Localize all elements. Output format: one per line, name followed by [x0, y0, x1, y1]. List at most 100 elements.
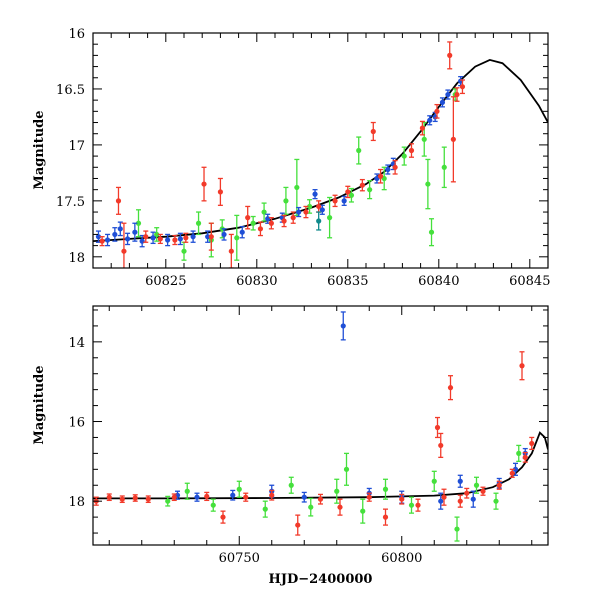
data-point-green: [428, 218, 435, 247]
data-point-blue: [221, 228, 227, 241]
marker: [327, 215, 333, 221]
x-tick-label: 60840: [418, 274, 459, 289]
marker: [341, 198, 347, 204]
marker: [441, 494, 447, 500]
marker: [290, 215, 296, 221]
marker: [516, 450, 522, 456]
data-point-green: [401, 146, 407, 166]
series-red: [93, 351, 535, 536]
marker: [172, 237, 178, 243]
data-point-blue: [296, 206, 302, 218]
marker: [427, 117, 433, 123]
data-point-red: [377, 168, 384, 184]
marker: [117, 226, 123, 232]
data-point-blue: [194, 492, 200, 502]
data-point-red: [496, 480, 502, 490]
marker: [171, 494, 177, 500]
data-point-red: [145, 495, 151, 504]
data-point-blue: [385, 164, 391, 175]
marker: [194, 494, 200, 500]
data-point-blue: [132, 222, 138, 242]
marker: [473, 482, 480, 488]
marker: [154, 231, 160, 238]
marker: [401, 153, 407, 159]
data-point-red: [419, 120, 426, 136]
marker: [454, 526, 460, 532]
marker: [441, 164, 447, 170]
data-point-green: [334, 478, 340, 504]
marker: [428, 229, 435, 235]
data-point-blue: [190, 230, 196, 243]
top-panel: 60825 60830 60835 60840 60845 16 16.5 17 17.5 18 M…: [32, 27, 550, 289]
data-point-green: [306, 199, 313, 214]
data-point-green: [308, 497, 314, 517]
x-tick-label: 60825: [145, 274, 186, 289]
marker: [143, 234, 149, 240]
data-point-red: [415, 498, 421, 512]
marker: [459, 84, 466, 90]
y-tick-label: 16: [68, 27, 85, 42]
marker: [457, 498, 463, 504]
marker: [425, 181, 431, 187]
data-point-red: [464, 487, 470, 499]
marker: [220, 514, 226, 520]
marker: [512, 466, 519, 472]
data-point-red: [317, 493, 324, 505]
data-point-red: [447, 41, 453, 70]
marker: [470, 496, 476, 502]
marker: [345, 189, 351, 195]
data-point-red: [204, 491, 210, 502]
data-point-red: [171, 493, 177, 502]
data-point-red: [438, 432, 444, 459]
series-blue: [174, 311, 528, 510]
marker: [519, 363, 525, 369]
data-point-blue: [439, 97, 446, 108]
marker: [301, 494, 307, 500]
data-point-green: [367, 180, 373, 200]
y-tick-label: 18: [68, 251, 85, 266]
plot-area: [93, 41, 548, 268]
data-point-red: [459, 79, 466, 95]
marker: [119, 496, 125, 502]
marker: [385, 166, 391, 173]
data-point-green: [343, 452, 350, 486]
data-point-red: [119, 495, 125, 504]
data-point-red: [208, 222, 214, 251]
series-blue: [95, 75, 464, 248]
marker: [250, 220, 256, 226]
marker: [265, 216, 271, 222]
marker: [261, 209, 267, 215]
marker: [434, 424, 441, 431]
data-point-blue: [117, 221, 123, 237]
data-point-green: [408, 496, 415, 514]
y-axis-label: Magnitude: [32, 365, 47, 444]
marker: [234, 235, 240, 241]
marker: [421, 136, 427, 142]
y-tick-label: 18: [68, 495, 85, 510]
marker: [245, 215, 251, 221]
data-point-blue: [124, 232, 131, 246]
marker: [150, 235, 156, 241]
data-point-red: [228, 233, 234, 268]
data-point-red: [337, 498, 343, 516]
marker: [438, 442, 444, 449]
data-point-blue: [301, 491, 307, 503]
data-point-green: [431, 470, 437, 492]
data-point-green: [236, 480, 242, 498]
data-point-red: [447, 375, 454, 401]
data-point-red: [172, 234, 178, 246]
data-point-red: [201, 166, 207, 202]
marker: [464, 490, 470, 496]
marker: [124, 236, 131, 242]
marker: [319, 207, 325, 213]
marker: [95, 234, 102, 240]
data-point-red: [454, 87, 460, 102]
data-point-green: [283, 186, 289, 215]
marker: [157, 236, 163, 242]
marker: [294, 184, 300, 191]
marker: [135, 220, 142, 226]
data-point-blue: [150, 231, 156, 245]
marker: [450, 136, 456, 142]
marker: [332, 198, 338, 204]
